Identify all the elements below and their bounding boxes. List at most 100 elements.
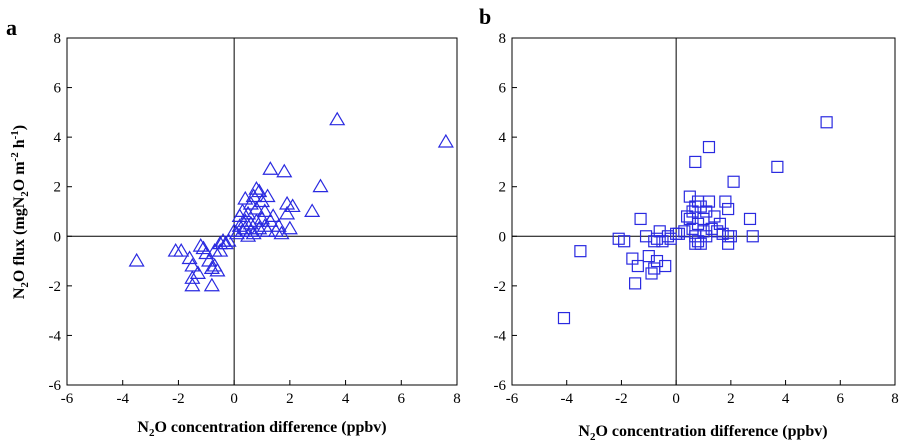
panel-a-letter: a [6,15,17,40]
data-point-triangle [253,193,271,208]
y-tick-label: -2 [49,279,62,295]
x-tick-label: 2 [727,391,735,407]
data-point-triangle [189,265,206,279]
data-point-triangle [281,220,298,235]
data-point-square [722,237,735,250]
data-point-square [771,160,784,173]
y-tick-label: 4 [54,130,62,146]
data-point-square [659,259,672,273]
data-point-triangle [265,208,282,222]
data-point-triangle [184,277,201,292]
y-tick-label: 8 [54,31,62,47]
panel-b-tick-labels: -6 -4 -2 0 2 4 6 8 -6 -4 -2 0 2 4 6 8 [494,31,899,407]
data-point-triangle [212,242,229,257]
y-tick-label: 6 [54,81,62,97]
data-point-triangle [128,252,145,267]
data-point-triangle [262,161,279,175]
panel-b-plot: -6 -4 -2 0 2 4 6 8 -6 -4 -2 0 2 4 6 8 [494,31,899,407]
data-point-triangle [240,205,257,220]
y-tick-label: 2 [499,180,507,196]
x-tick-label: 4 [342,391,350,407]
x-tick-label: -6 [506,391,519,407]
x-tick-label: 0 [672,391,680,407]
data-point-triangle [184,270,201,284]
panel-b-letter: b [479,4,491,29]
data-point-triangle [217,235,234,250]
data-point-triangle [209,262,226,277]
data-point-triangle [276,163,293,178]
data-point-triangle [242,215,259,230]
data-point-square [574,245,587,258]
data-point-triangle [234,223,251,237]
data-point-square [743,212,757,226]
data-point-triangle [248,181,265,195]
data-point-square [631,259,644,273]
data-point-triangle [312,178,329,193]
x-tick-label: -2 [172,391,185,407]
x-tick-label: 6 [398,391,406,407]
data-point-triangle [259,188,276,203]
panel-a-tick-labels: -6 -4 -2 0 2 4 6 8 -6 -4 -2 0 2 4 6 8 [49,31,461,407]
panel-b-markers [557,116,833,325]
data-point-triangle [256,203,273,217]
data-point-triangle [284,198,301,213]
data-point-square [702,140,716,154]
x-tick-label: 0 [230,391,238,407]
y-tick-label: -6 [49,378,62,394]
data-point-triangle [203,277,220,292]
data-point-square [618,235,631,248]
y-tick-label: 4 [499,130,507,146]
x-tick-label: 8 [453,391,461,407]
x-tick-label: 6 [837,391,845,407]
data-point-square [724,230,737,243]
data-point-triangle [245,188,262,203]
y-tick-label: 0 [499,229,507,245]
data-point-square [820,116,833,129]
data-point-triangle [245,225,262,240]
data-point-square [719,195,732,208]
x-tick-label: -4 [560,391,573,407]
data-point-triangle [228,225,245,240]
y-tick-label: -4 [494,328,507,344]
x-tick-label: 2 [286,391,294,407]
data-point-triangle [273,225,290,240]
y-tick-label: 6 [499,81,507,97]
y-tick-label: -2 [494,279,507,295]
x-tick-label: -4 [116,391,129,407]
panel-a-x-axis-title: N2O concentration difference (ppbv) [137,419,386,439]
data-point-square [557,311,571,325]
y-tick-label: 0 [54,229,62,245]
x-tick-label: -2 [615,391,628,407]
data-point-triangle [173,242,190,257]
data-point-triangle [251,183,268,198]
data-point-triangle [437,133,454,148]
x-tick-label: 8 [891,391,899,407]
data-point-triangle [304,203,321,217]
data-point-square [702,195,716,208]
data-point-square [746,230,759,243]
data-point-square [629,277,642,290]
data-point-triangle [220,233,237,247]
y-tick-label: -6 [494,378,507,394]
panel-a-markers [128,111,454,292]
data-point-square [713,217,727,230]
data-point-triangle [251,220,268,235]
panel-a-frame [66,37,458,386]
panel-b-x-axis-title: N2O concentration difference (ppbv) [578,423,827,442]
data-point-triangle [226,223,243,237]
data-point-triangle [279,205,296,220]
data-point-triangle [192,238,209,252]
y-axis-title: N2O flux (mgN2O m-2 h-1) [9,125,31,299]
data-point-triangle [259,223,276,237]
data-point-triangle [242,195,259,210]
x-tick-label: -6 [61,391,74,407]
data-point-square [727,175,740,188]
data-point-triangle [329,111,346,126]
x-tick-label: 4 [782,391,790,407]
y-tick-label: -4 [49,328,62,344]
data-point-triangle [184,257,201,272]
panel-a-plot: -6 -4 -2 0 2 4 6 8 -6 -4 -2 0 2 4 6 8 [49,31,461,407]
panel-b-frame [511,37,896,386]
y-tick-label: 2 [54,180,62,196]
